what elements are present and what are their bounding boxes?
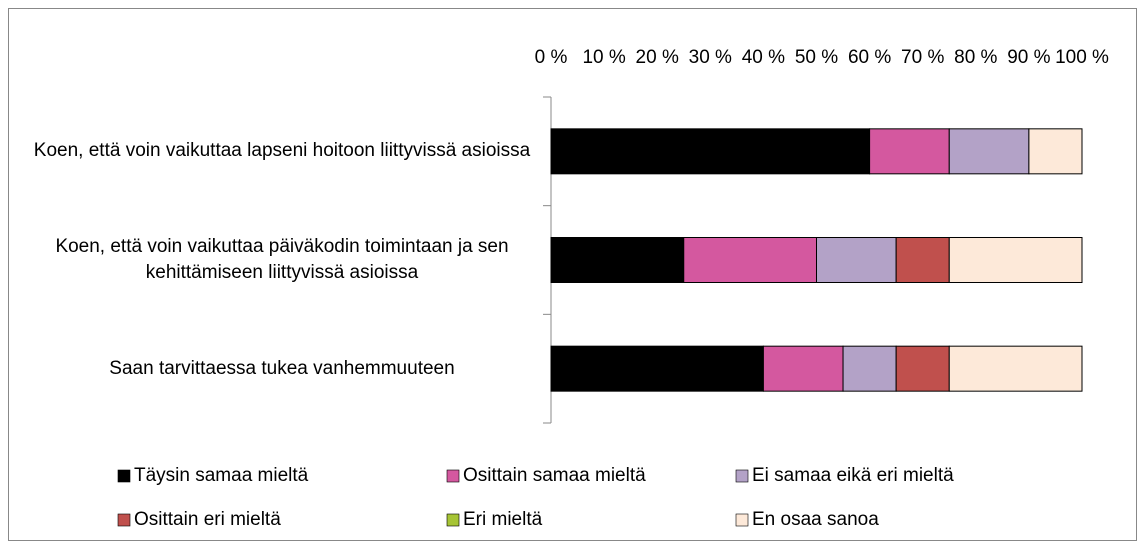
x-tick-label: 40 % — [742, 47, 785, 68]
x-tick-label: 80 % — [954, 47, 997, 68]
legend-label: Osittain eri mieltä — [134, 509, 281, 530]
legend-swatch — [446, 469, 460, 483]
legend-swatch — [117, 513, 131, 527]
x-tick-label: 70 % — [901, 47, 944, 68]
bar-segment — [550, 128, 871, 175]
bar-segment — [683, 237, 817, 283]
x-tick-label: 100 % — [1055, 47, 1109, 68]
bar-segment — [895, 345, 950, 392]
x-tick-label: 50 % — [795, 47, 838, 68]
x-tick-label: 0 % — [535, 47, 568, 68]
bar-segment — [1028, 128, 1083, 175]
bar-segment — [895, 237, 950, 283]
x-tick-label: 90 % — [1007, 47, 1050, 68]
x-tick-label: 60 % — [848, 47, 891, 68]
legend-label: Eri mieltä — [463, 509, 543, 530]
bar-segment — [948, 237, 1083, 283]
legend-label: Täysin samaa mieltä — [134, 465, 309, 486]
bar-segment — [948, 128, 1030, 175]
bar-segment — [816, 237, 897, 283]
category-label: Saan tarvittaessa tukea vanhemmuuteen — [109, 357, 455, 379]
bar-segment — [869, 128, 950, 175]
category-label: Koen, että voin vaikuttaa lapseni hoitoo… — [33, 140, 531, 162]
bar-segment — [948, 345, 1083, 392]
x-tick-label: 30 % — [689, 47, 732, 68]
bar-segment — [762, 345, 844, 392]
legend-swatch — [446, 513, 460, 527]
legend-swatch — [117, 469, 131, 483]
bar-segment — [550, 345, 764, 392]
legend-label: En osaa sanoa — [752, 509, 879, 530]
legend-label: Ei samaa eikä eri mieltä — [752, 465, 954, 486]
x-tick-label: 20 % — [636, 47, 679, 68]
bar-segment — [550, 237, 685, 283]
legend-swatch — [735, 469, 749, 483]
bar-segment — [842, 345, 897, 392]
category-label: Koen, että voin vaikuttaa päiväkodin toi… — [55, 236, 509, 283]
x-tick-label: 10 % — [582, 47, 625, 68]
legend-label: Osittain samaa mieltä — [463, 465, 646, 486]
legend-swatch — [735, 513, 749, 527]
